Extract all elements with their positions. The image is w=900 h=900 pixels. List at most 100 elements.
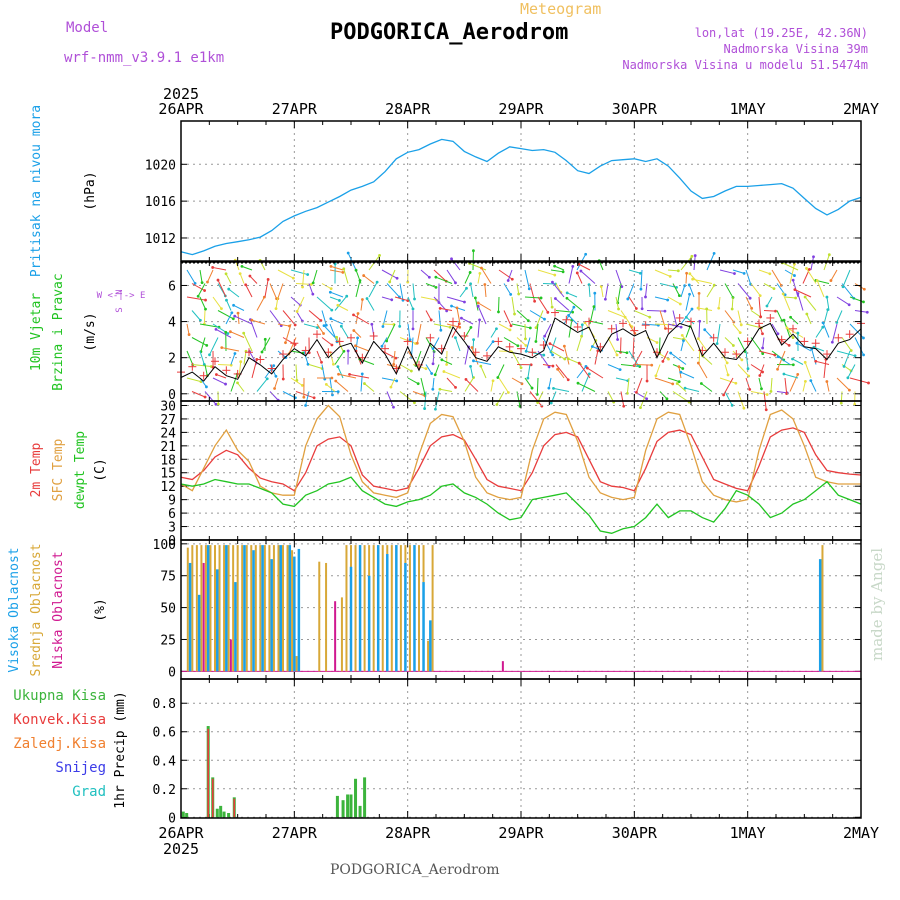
wind-arrow <box>784 377 788 394</box>
wind-arrow <box>537 350 550 368</box>
wind-arrow <box>390 377 396 388</box>
wind-arrow <box>498 269 513 280</box>
wind-arrow <box>199 323 220 328</box>
bar-total_precip <box>341 800 345 818</box>
series-line-sfc_temp <box>180 404 861 503</box>
temp-unit-label: (C) <box>93 458 108 481</box>
wind-arrow <box>670 352 687 365</box>
wind-arrow-head <box>229 330 232 334</box>
wind-arrow <box>628 350 639 366</box>
wind-arrow-head <box>748 387 752 391</box>
wind-arrow <box>230 331 245 338</box>
wind-arrow-head <box>620 285 624 289</box>
y-tick-label: 0.2 <box>153 783 176 798</box>
y-tick-label: 21 <box>160 440 176 455</box>
wind-arrow-head <box>712 251 716 255</box>
wind-arrow-head <box>214 373 218 376</box>
wind-arrow <box>215 328 232 338</box>
wind-arrow-head <box>434 285 438 289</box>
wind-arrow-head <box>765 304 769 308</box>
wind-arrow-head <box>805 267 808 270</box>
wind-arrow-head <box>438 387 442 391</box>
wind-arrow <box>536 377 539 395</box>
wind-arrow-head <box>342 267 346 271</box>
wind-arrow <box>672 337 684 340</box>
wind-arrow-head <box>335 335 339 339</box>
wind-arrow <box>831 323 838 343</box>
wind-arrow <box>497 364 505 378</box>
wind-arrow <box>810 380 817 392</box>
x-tick-label-bottom: 26APR <box>158 824 204 842</box>
wind-arrow <box>200 337 206 352</box>
wind-arrow <box>617 283 622 303</box>
wind-arrow-head <box>205 344 209 347</box>
y-tick-label: 1020 <box>145 158 176 173</box>
wind-arrow-head <box>648 315 652 319</box>
bar-mid_cloud <box>431 545 434 672</box>
wind-arrow-head <box>812 255 815 259</box>
wind-arrow-head <box>576 381 580 385</box>
wind-arrow-head <box>677 365 681 369</box>
wind-arrow <box>464 377 475 392</box>
wind-arrow <box>485 341 494 352</box>
wind-arrow-head <box>248 274 252 278</box>
wind-arrow-head <box>274 374 278 378</box>
bar-total_precip <box>219 805 223 818</box>
wind-arrow <box>420 269 430 278</box>
wind-arrow <box>627 283 635 300</box>
wind-arrow-head <box>625 351 629 355</box>
wind-arrow <box>745 269 752 285</box>
wind-arrow <box>221 347 240 352</box>
wind-arrow-head <box>553 273 557 277</box>
bar-total_precip <box>215 808 219 818</box>
wind-arrow <box>676 383 687 392</box>
wind-arrow <box>386 323 396 342</box>
wind-arrow <box>269 391 279 401</box>
wind-arrow-head <box>534 340 538 343</box>
wind-arrow-head <box>791 336 795 339</box>
wind-arrow <box>433 296 448 312</box>
wind-arrow <box>604 283 609 300</box>
wind-arrow-head <box>390 298 394 302</box>
wind-arrow-head <box>565 291 569 295</box>
bar-high_cloud <box>216 569 219 672</box>
bar-mid_cloud <box>245 545 248 672</box>
wind-arrow-head <box>690 254 694 258</box>
wind-arrow-head <box>760 387 763 391</box>
wind-arrow-head <box>738 331 742 335</box>
wind-arrow <box>525 337 531 352</box>
wind-arrow <box>353 314 370 325</box>
wind-arrow-head <box>683 386 687 390</box>
wind-arrow-head <box>438 306 442 310</box>
wind-arrow-head <box>575 271 579 275</box>
wind-arrow-head <box>782 318 786 322</box>
y-tick-label: 30 <box>160 399 176 414</box>
wind-arrow <box>228 288 240 298</box>
wind-arrow-head <box>530 386 534 390</box>
wind-arrow <box>750 337 764 354</box>
wind-arrow <box>750 364 763 373</box>
wind-arrow-head <box>563 357 567 361</box>
wind-arrow <box>329 377 333 395</box>
wind-arrow-head <box>509 324 513 328</box>
y-tick-label: 0.4 <box>153 754 177 769</box>
wind-arrow <box>312 269 318 284</box>
y-tick-label: 0.6 <box>153 726 176 741</box>
wind-arrow <box>330 265 344 271</box>
wind-arrow-head <box>224 330 228 334</box>
wind-arrow <box>587 367 604 379</box>
wind-arrow <box>217 364 232 366</box>
bar-total_precip <box>354 778 358 818</box>
wind-arrow-head <box>803 360 807 364</box>
wind-arrow-head <box>644 295 647 299</box>
wind-arrow <box>261 337 271 353</box>
wind-arrow-head <box>696 337 700 341</box>
wind-arrow <box>588 284 591 298</box>
wind-arrow <box>550 350 566 360</box>
wind-arrow <box>557 368 565 379</box>
wind-arrow <box>353 330 362 338</box>
wind-arrow <box>503 337 519 347</box>
wind-arrow-head <box>847 303 851 307</box>
wind-arrow <box>836 310 843 323</box>
y-tick-label: 0 <box>168 534 176 549</box>
